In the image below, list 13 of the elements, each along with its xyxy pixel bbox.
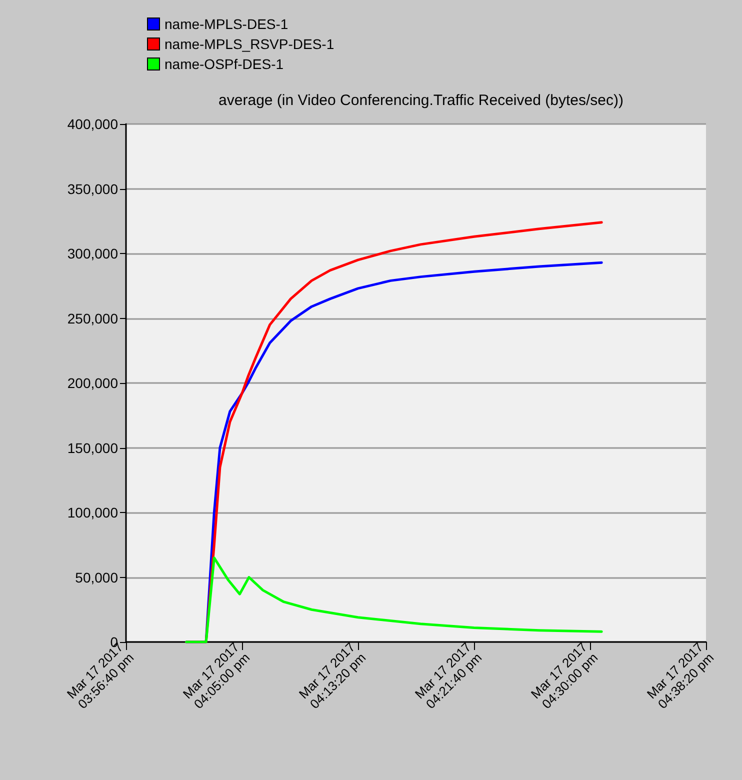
y-tick-label: 400,000 <box>67 116 118 132</box>
legend-label: name-MPLS_RSVP-DES-1 <box>164 36 334 52</box>
y-tick-label: 300,000 <box>67 246 118 262</box>
y-tick-label: 350,000 <box>67 180 118 197</box>
line-series <box>185 556 603 644</box>
legend-label: name-OSPf-DES-1 <box>164 56 284 72</box>
chart-title: average (in Video Conferencing.Traffic Received (bytes/sec)) <box>218 92 624 109</box>
y-tick-label: 250,000 <box>67 310 118 326</box>
legend-label: name-MPLS-DES-1 <box>164 16 288 32</box>
y-tick-label: 100,000 <box>67 504 118 520</box>
y-tick-label: 50,000 <box>75 569 118 586</box>
y-tick-label: 150,000 <box>67 440 118 456</box>
y-tick-label: 200,000 <box>67 375 118 391</box>
